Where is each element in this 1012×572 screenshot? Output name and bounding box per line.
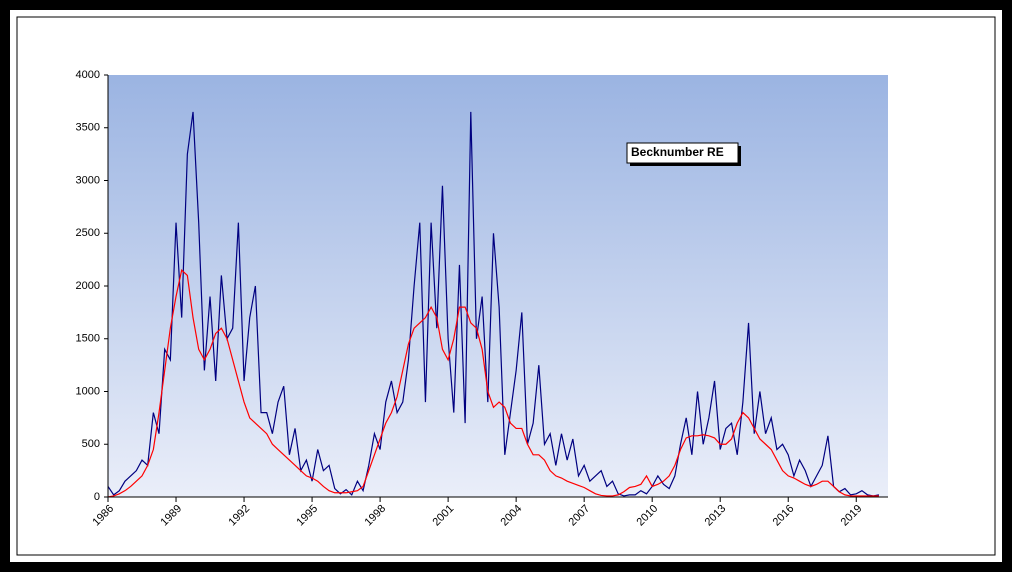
y-tick-label: 500 bbox=[82, 438, 100, 450]
y-tick-label: 2000 bbox=[76, 280, 100, 292]
frame-border bbox=[16, 16, 996, 556]
y-tick-label: 1500 bbox=[76, 333, 100, 345]
series-line bbox=[107, 269, 879, 498]
legend-box bbox=[626, 142, 739, 164]
y-tick-label: 0 bbox=[94, 491, 100, 503]
y-tick-label: 3500 bbox=[76, 122, 100, 134]
y-tick-label: 3000 bbox=[76, 174, 100, 186]
y-tick-label: 2500 bbox=[76, 227, 100, 239]
y-tick-label: 1000 bbox=[76, 385, 100, 397]
legend-label: Becknumber RE bbox=[631, 145, 724, 159]
legend: Becknumber RE bbox=[626, 142, 741, 166]
series-line bbox=[107, 111, 880, 497]
plot bbox=[107, 111, 880, 498]
y-tick-label: 4000 bbox=[76, 69, 100, 81]
